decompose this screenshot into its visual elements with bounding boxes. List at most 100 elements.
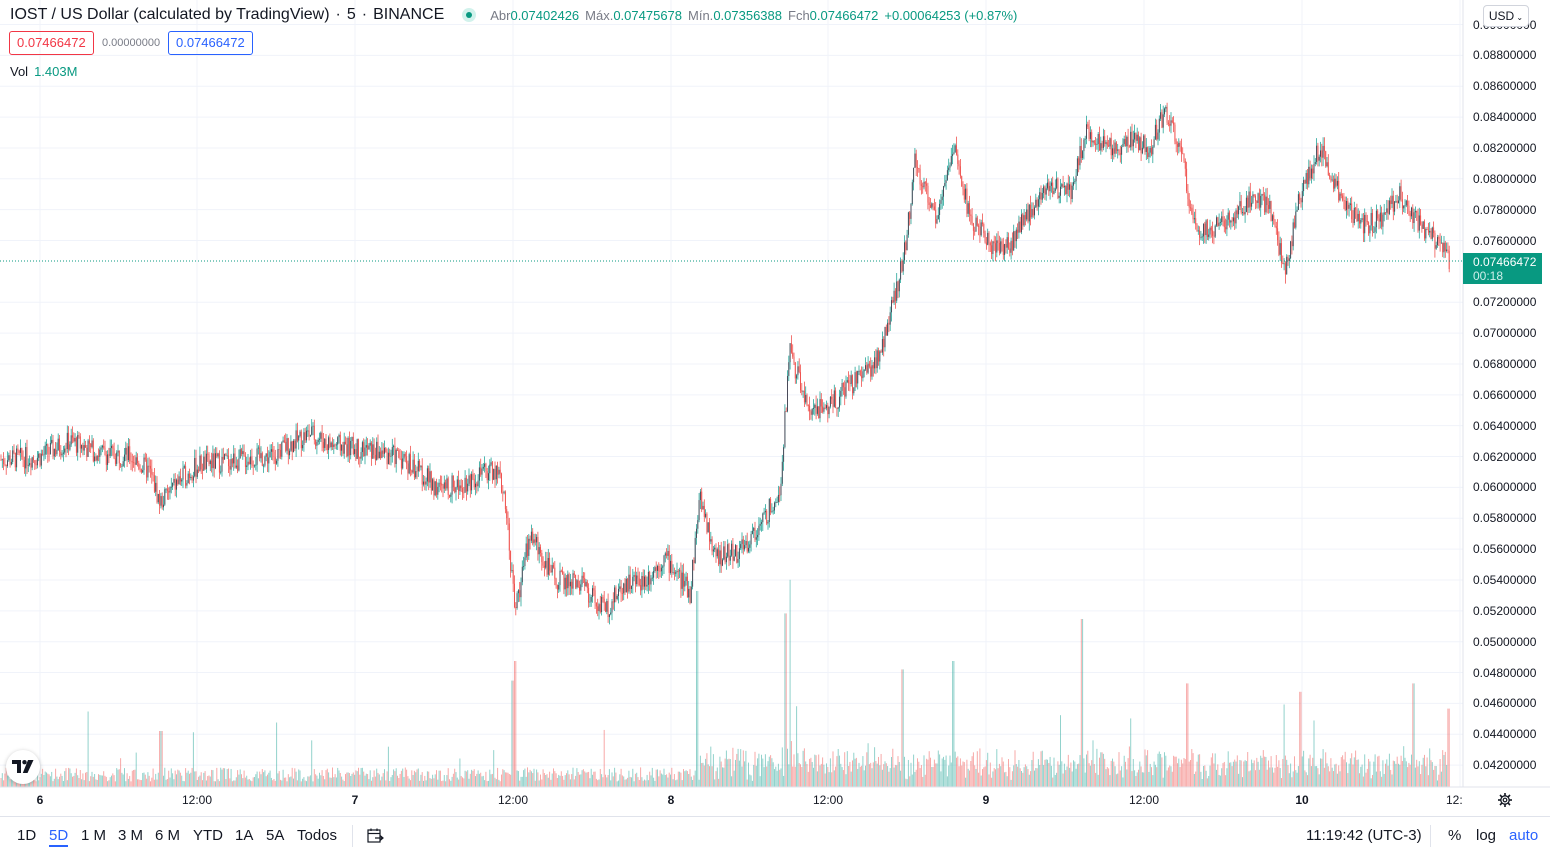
volume-bar bbox=[1035, 768, 1037, 787]
candle-body bbox=[211, 460, 213, 469]
candle-body bbox=[841, 382, 843, 391]
volume-bar bbox=[143, 772, 145, 787]
candle-body bbox=[31, 457, 33, 468]
candle-body bbox=[259, 447, 261, 459]
volume-bar bbox=[308, 776, 310, 787]
candle-body bbox=[195, 457, 197, 477]
tradingview-logo-icon[interactable] bbox=[6, 750, 40, 784]
candle-body bbox=[1010, 240, 1012, 253]
volume-bar bbox=[205, 780, 207, 787]
change-value: +0.00064253 (+0.87%) bbox=[884, 7, 1018, 23]
volume-bar bbox=[1258, 769, 1260, 787]
volume-bar bbox=[1131, 771, 1133, 787]
volume-bar bbox=[627, 777, 629, 787]
volume-bar bbox=[116, 768, 118, 787]
volume-bar bbox=[241, 774, 242, 787]
range-button-5a[interactable]: 5A bbox=[266, 827, 285, 844]
chart-grid bbox=[0, 0, 1463, 787]
volume-bar bbox=[559, 775, 561, 787]
candle-body bbox=[675, 572, 677, 574]
currency-select[interactable]: USD ⌄ bbox=[1483, 5, 1529, 27]
volume-bar bbox=[1117, 773, 1119, 787]
date-range-icon[interactable] bbox=[366, 828, 384, 844]
candle-body bbox=[380, 451, 382, 459]
market-status-icon[interactable] bbox=[462, 8, 477, 22]
candle-body bbox=[94, 456, 96, 462]
symbol-name[interactable]: IOST / US Dollar (calculated by TradingV… bbox=[10, 6, 330, 23]
volume-bar bbox=[1400, 755, 1402, 787]
candle-body bbox=[129, 446, 131, 461]
auto-scale-toggle[interactable]: auto bbox=[1509, 827, 1539, 844]
candle-body bbox=[567, 574, 569, 589]
percent-scale-toggle[interactable]: % bbox=[1448, 827, 1462, 844]
volume-bar bbox=[785, 613, 787, 787]
candle-body bbox=[909, 212, 911, 219]
range-button-1d[interactable]: 1D bbox=[17, 827, 37, 844]
price-tick-label: 0.04800000 bbox=[1473, 665, 1537, 680]
candle-body bbox=[958, 163, 960, 167]
range-button-3m[interactable]: 3 M bbox=[118, 827, 144, 844]
candle-body bbox=[185, 466, 187, 486]
volume-bar bbox=[74, 772, 76, 787]
volume-bar bbox=[1205, 770, 1207, 787]
candle-body bbox=[34, 460, 36, 465]
volume-bar bbox=[1216, 769, 1217, 787]
range-button-1m[interactable]: 1 M bbox=[81, 827, 107, 844]
candle-body bbox=[143, 457, 145, 471]
range-button-ytd[interactable]: YTD bbox=[193, 827, 223, 844]
volume-bar bbox=[1008, 759, 1009, 787]
range-button-todos[interactable]: Todos bbox=[297, 827, 338, 844]
candle-body bbox=[954, 145, 956, 153]
candle-body bbox=[460, 485, 462, 489]
volume-bar bbox=[865, 765, 866, 787]
candle-body bbox=[1062, 184, 1064, 188]
volume-bar bbox=[820, 763, 822, 787]
candle-body bbox=[1173, 122, 1175, 125]
candle-body bbox=[325, 438, 327, 446]
volume-bar bbox=[481, 776, 483, 787]
volume-bar bbox=[1178, 758, 1180, 787]
volume-bar bbox=[666, 774, 668, 787]
volume-bar bbox=[186, 772, 188, 787]
volume-bar bbox=[633, 781, 635, 787]
log-scale-toggle[interactable]: log bbox=[1476, 827, 1497, 844]
candle-body bbox=[1359, 213, 1360, 224]
candle-body bbox=[705, 513, 707, 517]
range-button-5d[interactable]: 5D bbox=[49, 827, 69, 847]
range-button-6m[interactable]: 6 M bbox=[155, 827, 181, 844]
buy-price-button[interactable]: 0.07466472 bbox=[168, 31, 253, 55]
volume-bar bbox=[819, 765, 821, 787]
candle-body bbox=[1288, 258, 1290, 262]
volume-bar bbox=[339, 773, 341, 787]
volume-bar bbox=[610, 780, 612, 787]
volume-bar bbox=[424, 775, 426, 787]
volume-bar bbox=[606, 777, 608, 787]
candle-body bbox=[164, 489, 166, 505]
volume-bar bbox=[387, 746, 389, 787]
chart-canvas[interactable] bbox=[0, 0, 1550, 816]
candle-body bbox=[1088, 126, 1090, 139]
volume-bar bbox=[475, 776, 476, 787]
candle-body bbox=[1026, 209, 1028, 220]
candle-body bbox=[1019, 221, 1021, 233]
volume-bar bbox=[592, 774, 593, 787]
candle-body bbox=[404, 453, 406, 457]
interval-label[interactable]: 5 bbox=[346, 6, 356, 23]
timezone-clock[interactable]: 11:19:42 (UTC-3) bbox=[1306, 827, 1422, 844]
volume-bar bbox=[421, 772, 423, 787]
volume-bar bbox=[632, 768, 634, 787]
candle-body bbox=[332, 442, 333, 447]
range-button-1a[interactable]: 1A bbox=[235, 827, 254, 844]
volume-bar bbox=[159, 731, 161, 787]
volume-bar bbox=[893, 767, 895, 787]
sell-price-button[interactable]: 0.07466472 bbox=[9, 31, 94, 55]
candle-body bbox=[985, 242, 987, 245]
candle-body bbox=[840, 390, 842, 397]
volume-bar bbox=[1310, 766, 1312, 787]
volume-bar bbox=[1091, 760, 1093, 787]
gear-icon[interactable] bbox=[1497, 792, 1513, 808]
candle-body bbox=[829, 396, 831, 407]
volume-bar bbox=[1040, 751, 1042, 787]
volume-bar bbox=[888, 771, 890, 787]
volume-bar bbox=[462, 777, 463, 787]
